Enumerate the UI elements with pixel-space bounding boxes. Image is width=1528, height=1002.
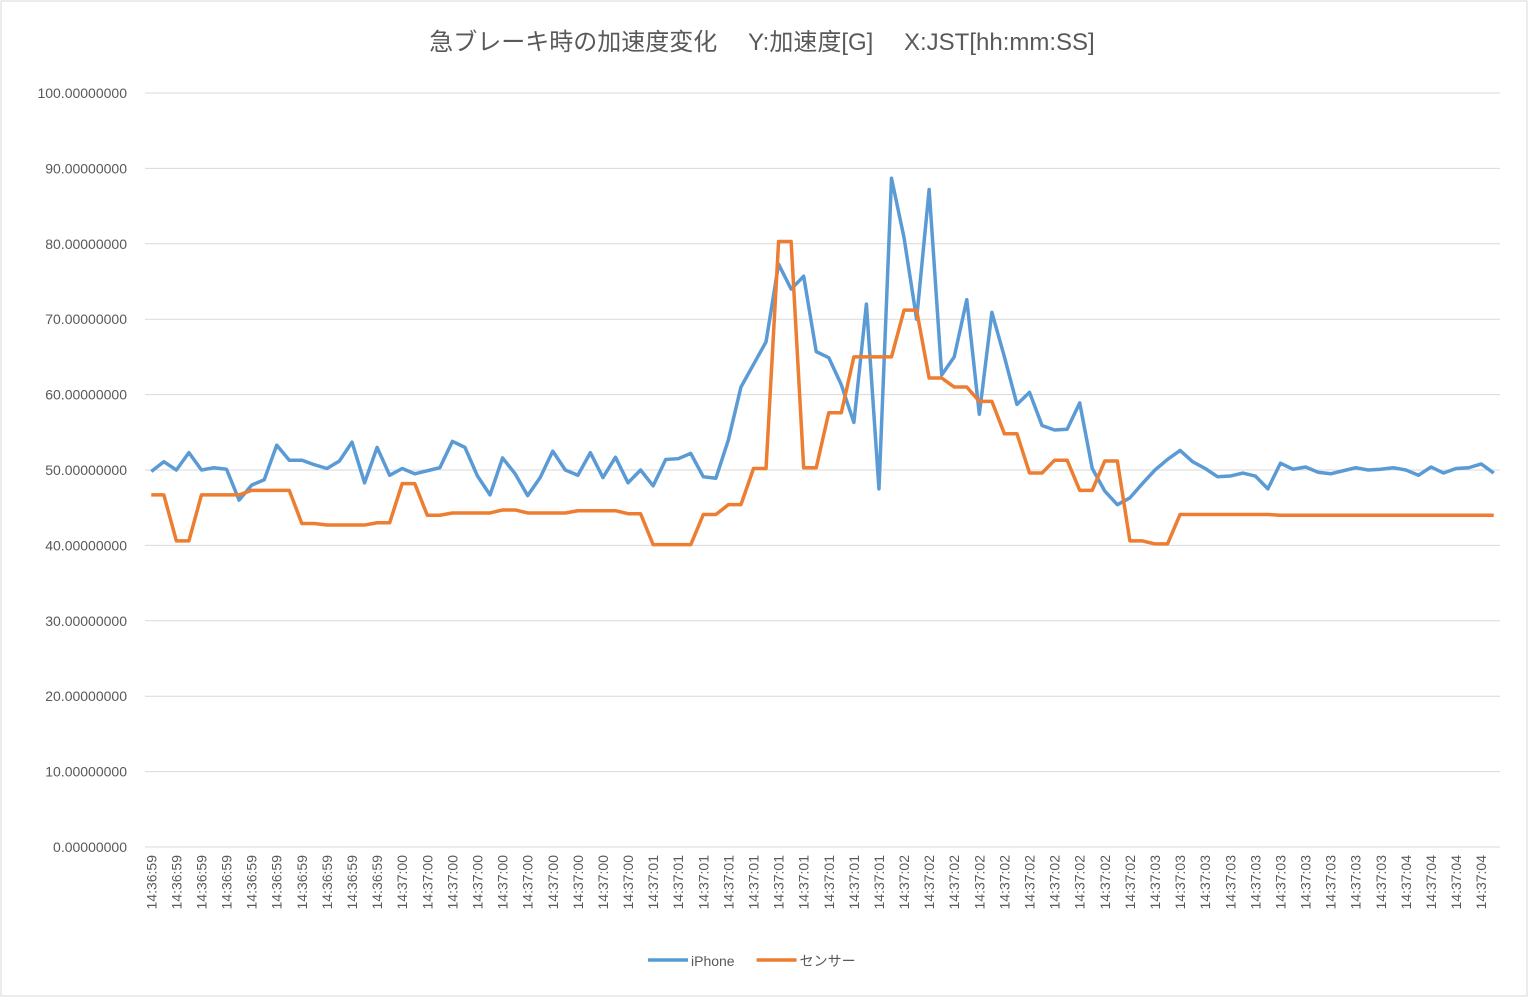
x-tick-label: 14:37:00 [520,855,536,910]
y-tick-label: 90.00000000 [45,160,127,176]
x-tick-label: 14:37:00 [419,855,435,910]
y-tick-label: 10.00000000 [45,764,127,780]
x-tick-label: 14:37:01 [796,855,812,910]
x-tick-label: 14:37:03 [1348,855,1364,910]
x-tick-label: 14:36:59 [219,855,235,910]
x-tick-label: 14:37:00 [620,855,636,910]
x-tick-label: 14:37:02 [1097,855,1113,910]
x-tick-label: 14:37:02 [921,855,937,910]
y-tick-label: 100.00000000 [37,85,127,101]
y-tick-label: 0.00000000 [53,839,127,855]
x-tick-label: 14:37:03 [1298,855,1314,910]
x-tick-label: 14:36:59 [244,855,260,910]
legend-label: センサー [800,953,856,969]
x-tick-label: 14:37:03 [1197,855,1213,910]
line-series [151,239,1494,547]
x-tick-label: 14:36:59 [344,855,360,910]
y-tick-label: 50.00000000 [45,462,127,478]
x-tick-label: 14:37:03 [1272,855,1288,910]
x-tick-label: 14:37:04 [1423,855,1439,910]
y-tick-label: 30.00000000 [45,613,127,629]
x-tick-label: 14:37:00 [394,855,410,910]
x-tick-label: 14:37:01 [846,855,862,910]
chart-title: 急ブレーキ時の加速度変化 Y:加速度[G] X:JST[hh:mm:SS] [429,29,1094,56]
x-tick-label: 14:37:00 [444,855,460,910]
x-tick-label: 14:37:00 [545,855,561,910]
x-tick-label: 14:37:00 [595,855,611,910]
x-tick-label: 14:37:03 [1247,855,1263,910]
x-tick-label: 14:37:01 [720,855,736,910]
x-tick-label: 14:37:01 [871,855,887,910]
x-tick-label: 14:37:00 [495,855,511,910]
y-tick-label: 70.00000000 [45,311,127,327]
x-tick-label: 14:37:01 [771,855,787,910]
x-tick-label: 14:37:01 [670,855,686,910]
x-tick-label: 14:36:59 [168,855,184,910]
y-tick-label: 60.00000000 [45,387,127,403]
x-tick-label: 14:37:02 [1047,855,1063,910]
legend-label: iPhone [691,953,735,969]
x-tick-label: 14:37:02 [946,855,962,910]
x-tick-label: 14:37:01 [645,855,661,910]
x-tick-label: 14:37:03 [1373,855,1389,910]
x-tick-label: 14:36:59 [369,855,385,910]
x-tick-label: 14:37:00 [469,855,485,910]
x-tick-label: 14:37:03 [1147,855,1163,910]
x-tick-label: 14:37:02 [996,855,1012,910]
x-tick-label: 14:36:59 [294,855,310,910]
x-tick-label: 14:37:02 [1072,855,1088,910]
x-tick-label: 14:36:59 [143,855,159,910]
x-tick-label: 14:37:01 [695,855,711,910]
x-tick-label: 14:37:04 [1398,855,1414,910]
x-tick-label: 14:37:02 [1022,855,1038,910]
x-tick-label: 14:36:59 [269,855,285,910]
y-tick-label: 40.00000000 [45,537,127,553]
y-tick-label: 80.00000000 [45,236,127,252]
x-tick-label: 14:37:03 [1172,855,1188,910]
x-tick-label: 14:37:01 [745,855,761,910]
x-tick-label: 14:37:02 [1122,855,1138,910]
x-tick-label: 14:37:03 [1222,855,1238,910]
x-tick-label: 14:37:04 [1473,855,1489,910]
y-tick-label: 20.00000000 [45,688,127,704]
x-tick-label: 14:37:03 [1323,855,1339,910]
x-tick-label: 14:36:59 [193,855,209,910]
x-tick-label: 14:37:02 [971,855,987,910]
x-tick-label: 14:37:04 [1448,855,1464,910]
x-tick-label: 14:36:59 [319,855,335,910]
x-tick-label: 14:37:00 [570,855,586,910]
line-series [150,176,1495,507]
x-tick-label: 14:37:01 [821,855,837,910]
x-tick-label: 14:37:02 [896,855,912,910]
